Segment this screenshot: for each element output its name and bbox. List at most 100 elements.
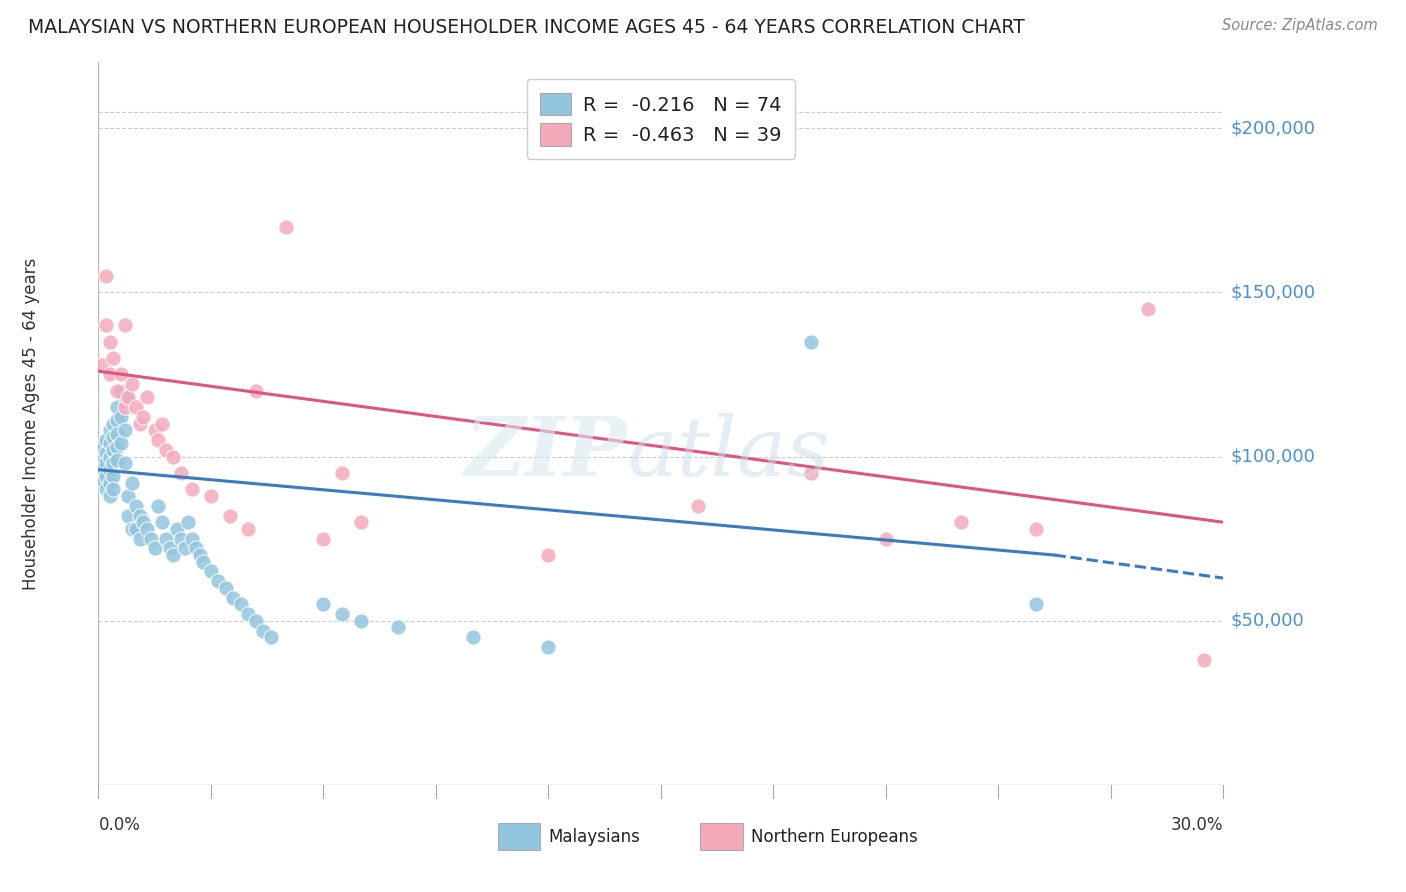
Point <box>150 417 173 431</box>
Point <box>128 508 150 523</box>
Point <box>166 522 188 536</box>
Text: Malaysians: Malaysians <box>548 828 640 846</box>
Point <box>155 532 177 546</box>
Point <box>114 401 136 415</box>
Point <box>312 598 335 612</box>
Point <box>117 508 139 523</box>
Point <box>94 446 117 460</box>
Point <box>330 466 353 480</box>
Point <box>128 417 150 431</box>
Point <box>200 489 222 503</box>
Point <box>91 358 114 372</box>
Point <box>173 541 195 556</box>
Point <box>110 436 132 450</box>
Point <box>330 607 353 622</box>
Point <box>117 391 139 405</box>
Point <box>139 532 162 546</box>
Point <box>98 334 121 349</box>
Point <box>463 630 485 644</box>
Point <box>177 515 200 529</box>
Point <box>200 565 222 579</box>
Point <box>121 522 143 536</box>
Point <box>114 391 136 405</box>
Point <box>245 384 267 398</box>
Point <box>98 436 121 450</box>
Text: 0.0%: 0.0% <box>98 815 141 833</box>
Point <box>207 574 229 589</box>
Text: ZIP: ZIP <box>464 413 627 492</box>
Point <box>387 620 409 634</box>
Text: Northern Europeans: Northern Europeans <box>751 828 918 846</box>
Point <box>143 541 166 556</box>
Point <box>222 591 245 605</box>
Point <box>260 630 283 644</box>
Point <box>188 548 211 562</box>
Point <box>1025 522 1047 536</box>
Point <box>94 318 117 333</box>
Point <box>125 522 148 536</box>
Point <box>238 607 260 622</box>
Text: $150,000: $150,000 <box>1230 284 1315 301</box>
Point <box>184 541 207 556</box>
Point <box>103 417 125 431</box>
Point <box>125 401 148 415</box>
Point <box>181 532 204 546</box>
Point <box>170 466 193 480</box>
Text: $200,000: $200,000 <box>1230 120 1315 137</box>
Point <box>91 440 114 454</box>
Point <box>181 483 204 497</box>
Point <box>150 515 173 529</box>
Text: Householder Income Ages 45 - 64 years: Householder Income Ages 45 - 64 years <box>22 258 39 590</box>
Point <box>800 334 823 349</box>
Text: $50,000: $50,000 <box>1230 612 1303 630</box>
Point <box>94 469 117 483</box>
Point <box>350 614 373 628</box>
Point <box>162 548 184 562</box>
Point <box>94 433 117 447</box>
Point <box>98 489 121 503</box>
Point <box>1137 301 1160 316</box>
Point <box>128 532 150 546</box>
Point <box>98 475 121 490</box>
Point <box>105 384 128 398</box>
Point <box>98 450 121 464</box>
Point <box>1025 598 1047 612</box>
Point <box>103 430 125 444</box>
Point <box>117 489 139 503</box>
Point <box>218 508 240 523</box>
Point <box>103 351 125 365</box>
Point <box>98 368 121 382</box>
Point <box>136 391 159 405</box>
Point <box>132 515 155 529</box>
Point <box>274 219 297 234</box>
Point <box>103 483 125 497</box>
Point <box>193 555 215 569</box>
Point <box>121 475 143 490</box>
Point <box>114 318 136 333</box>
Point <box>148 499 170 513</box>
Point <box>121 377 143 392</box>
FancyBboxPatch shape <box>700 822 742 850</box>
Point <box>94 483 117 497</box>
Point <box>159 541 181 556</box>
Point <box>91 453 114 467</box>
Point <box>103 469 125 483</box>
Point <box>132 410 155 425</box>
Point <box>215 581 238 595</box>
Point <box>238 522 260 536</box>
Point <box>98 463 121 477</box>
Point <box>1194 653 1216 667</box>
Point <box>155 442 177 457</box>
Point <box>143 423 166 437</box>
Point <box>103 442 125 457</box>
Point <box>949 515 972 529</box>
Legend: R =  -0.216   N = 74, R =  -0.463   N = 39: R = -0.216 N = 74, R = -0.463 N = 39 <box>527 79 794 160</box>
Point <box>162 450 184 464</box>
Point <box>252 624 274 638</box>
Point <box>229 598 252 612</box>
FancyBboxPatch shape <box>498 822 540 850</box>
Text: MALAYSIAN VS NORTHERN EUROPEAN HOUSEHOLDER INCOME AGES 45 - 64 YEARS CORRELATION: MALAYSIAN VS NORTHERN EUROPEAN HOUSEHOLD… <box>28 18 1025 37</box>
Point <box>114 423 136 437</box>
Point <box>245 614 267 628</box>
Point <box>350 515 373 529</box>
